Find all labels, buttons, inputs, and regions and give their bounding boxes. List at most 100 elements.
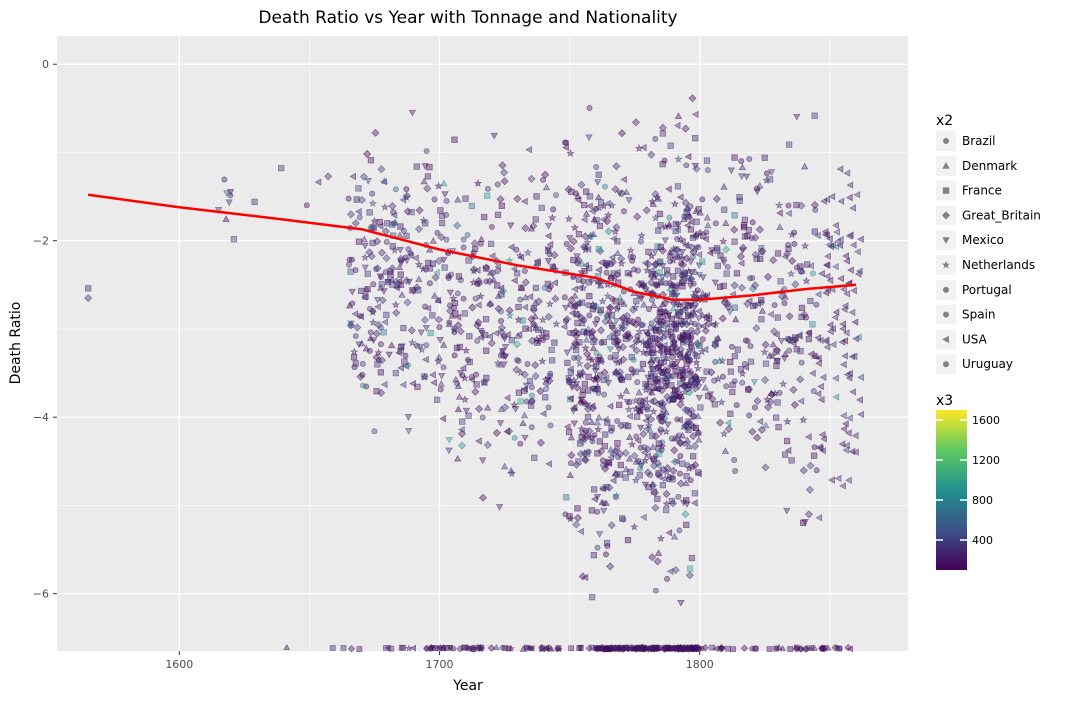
data-point <box>757 255 764 262</box>
data-point <box>823 272 831 280</box>
data-point <box>763 170 770 177</box>
data-point <box>738 163 747 171</box>
data-point <box>661 157 668 164</box>
data-point <box>547 645 555 652</box>
data-point <box>753 396 762 406</box>
data-point <box>575 230 583 238</box>
data-point <box>772 331 780 339</box>
data-point <box>585 427 594 436</box>
data-point <box>727 167 736 175</box>
data-point <box>691 461 700 470</box>
data-point <box>780 355 789 363</box>
data-point <box>382 254 391 263</box>
data-point <box>420 315 429 325</box>
data-point <box>531 322 538 329</box>
data-point <box>691 320 698 327</box>
data-point <box>776 389 783 396</box>
data-point <box>785 245 792 252</box>
data-point <box>788 457 795 464</box>
data-point <box>548 346 555 354</box>
data-point <box>837 197 845 205</box>
data-point <box>510 400 519 409</box>
data-point <box>616 401 623 409</box>
data-point <box>545 460 552 468</box>
data-point <box>399 196 407 204</box>
data-point <box>677 334 686 343</box>
data-point <box>567 296 576 305</box>
data-point <box>795 331 803 339</box>
data-point <box>581 380 589 388</box>
data-point <box>761 375 770 385</box>
data-point <box>581 573 589 582</box>
data-point <box>724 419 732 427</box>
data-point <box>544 232 552 240</box>
data-point <box>690 499 698 507</box>
data-point <box>573 346 580 354</box>
data-point <box>773 414 780 421</box>
data-point <box>846 414 853 422</box>
data-point <box>669 361 676 368</box>
data-point <box>617 421 626 430</box>
data-point <box>601 391 608 398</box>
data-point <box>597 326 606 335</box>
data-point <box>625 270 633 278</box>
data-point <box>614 418 621 424</box>
data-point <box>716 283 724 290</box>
data-point <box>753 188 761 196</box>
data-point <box>660 341 668 349</box>
data-point <box>703 368 710 375</box>
data-point <box>424 173 432 180</box>
data-point <box>359 371 366 378</box>
data-point <box>644 645 653 653</box>
data-point <box>466 644 473 652</box>
data-point <box>569 342 577 350</box>
data-point <box>647 359 656 368</box>
data-point <box>624 405 634 414</box>
data-point <box>448 311 456 319</box>
data-point <box>776 209 783 217</box>
data-point <box>736 252 745 261</box>
data-point <box>758 247 767 256</box>
data-point <box>594 450 601 457</box>
data-point <box>478 644 485 651</box>
data-point <box>721 447 730 454</box>
data-point <box>684 213 692 221</box>
data-point <box>625 197 633 204</box>
data-point <box>677 253 684 260</box>
data-point <box>856 396 863 404</box>
data-point <box>574 192 582 199</box>
data-point <box>637 295 646 303</box>
data-point <box>620 300 628 307</box>
data-point <box>836 235 844 244</box>
data-point <box>583 362 592 371</box>
data-point <box>579 367 587 375</box>
data-point <box>438 372 446 380</box>
data-point <box>521 303 529 311</box>
data-point <box>455 273 463 280</box>
data-point <box>629 370 637 378</box>
data-point <box>688 369 695 376</box>
data-point <box>644 342 653 351</box>
legend-item: France <box>936 180 1002 201</box>
data-point <box>486 300 495 309</box>
data-point <box>676 345 685 354</box>
data-point <box>722 219 730 226</box>
data-point <box>672 220 679 228</box>
data-point <box>675 645 681 652</box>
data-point <box>357 312 364 321</box>
data-point <box>836 165 844 173</box>
data-point <box>689 453 697 460</box>
data-point <box>797 397 805 405</box>
data-point <box>593 164 600 170</box>
data-point <box>577 438 585 446</box>
data-point <box>648 553 657 562</box>
data-point <box>706 249 714 257</box>
data-point <box>813 301 820 308</box>
data-point <box>644 421 654 430</box>
data-point <box>670 434 679 442</box>
data-point <box>440 364 447 371</box>
data-point <box>758 296 765 304</box>
data-point <box>374 303 381 311</box>
data-point <box>590 215 598 223</box>
data-point <box>501 403 510 412</box>
